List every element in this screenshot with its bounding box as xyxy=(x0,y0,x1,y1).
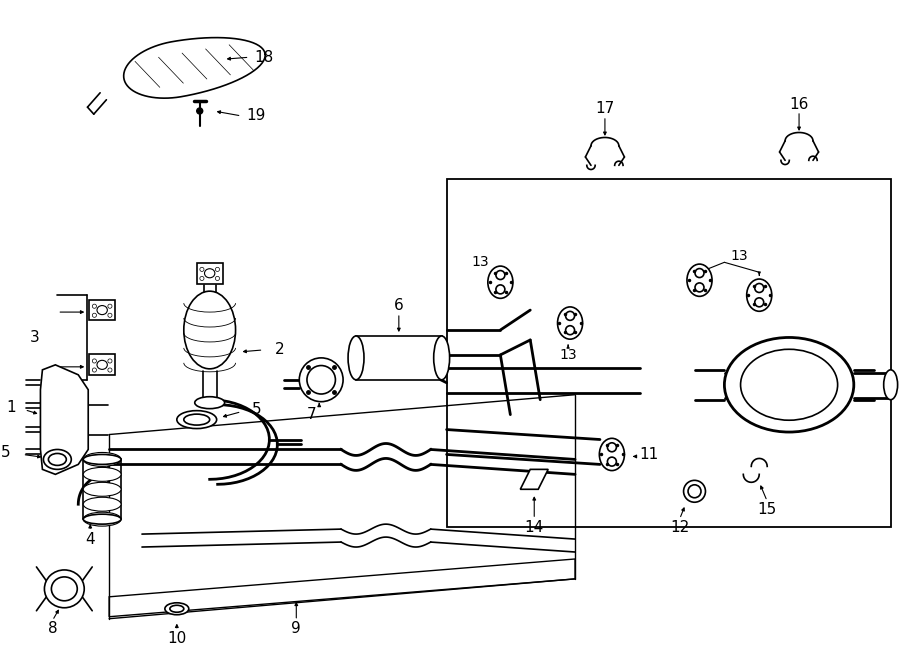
Circle shape xyxy=(755,298,764,307)
Circle shape xyxy=(755,284,764,292)
Text: 5: 5 xyxy=(1,445,11,460)
Text: 5: 5 xyxy=(252,402,261,417)
Ellipse shape xyxy=(83,497,122,511)
Ellipse shape xyxy=(83,514,122,524)
Ellipse shape xyxy=(44,570,85,607)
Ellipse shape xyxy=(51,577,77,601)
Ellipse shape xyxy=(724,338,854,432)
Bar xyxy=(356,336,442,380)
Bar xyxy=(197,263,222,284)
Circle shape xyxy=(200,276,204,280)
Text: 4: 4 xyxy=(86,531,95,547)
Text: 12: 12 xyxy=(670,520,689,535)
Ellipse shape xyxy=(741,349,838,420)
Ellipse shape xyxy=(43,449,71,469)
Text: 13: 13 xyxy=(731,249,748,263)
Ellipse shape xyxy=(49,453,67,465)
Ellipse shape xyxy=(83,467,122,481)
Polygon shape xyxy=(520,469,548,489)
Text: 16: 16 xyxy=(789,97,809,112)
Text: 8: 8 xyxy=(48,621,58,636)
Circle shape xyxy=(608,457,616,466)
Circle shape xyxy=(215,267,220,272)
Ellipse shape xyxy=(83,483,122,496)
Ellipse shape xyxy=(83,453,122,467)
Ellipse shape xyxy=(165,603,189,615)
Ellipse shape xyxy=(687,264,712,296)
Bar xyxy=(446,178,891,527)
Text: 13: 13 xyxy=(559,348,577,362)
Text: 9: 9 xyxy=(292,621,302,636)
Ellipse shape xyxy=(557,307,582,339)
Circle shape xyxy=(108,313,112,317)
Ellipse shape xyxy=(684,481,706,502)
Text: 10: 10 xyxy=(167,631,186,646)
Ellipse shape xyxy=(184,414,210,425)
Circle shape xyxy=(93,304,96,308)
Ellipse shape xyxy=(83,512,122,526)
Circle shape xyxy=(93,313,96,317)
Ellipse shape xyxy=(348,336,364,380)
Text: 15: 15 xyxy=(758,502,777,517)
Circle shape xyxy=(565,311,574,321)
Circle shape xyxy=(496,270,505,280)
Bar xyxy=(89,354,115,375)
Circle shape xyxy=(307,366,336,394)
Ellipse shape xyxy=(184,292,236,369)
Text: 3: 3 xyxy=(30,330,40,346)
Text: 11: 11 xyxy=(640,447,659,462)
Text: 19: 19 xyxy=(247,108,266,124)
Circle shape xyxy=(695,283,704,292)
Ellipse shape xyxy=(747,279,772,311)
Circle shape xyxy=(108,304,112,308)
Ellipse shape xyxy=(83,455,122,465)
Circle shape xyxy=(215,276,220,280)
Circle shape xyxy=(608,443,616,451)
Ellipse shape xyxy=(599,438,625,471)
Text: 6: 6 xyxy=(394,297,404,313)
Text: 1: 1 xyxy=(7,400,16,415)
Text: 13: 13 xyxy=(472,255,490,269)
Bar xyxy=(89,299,115,321)
Text: 2: 2 xyxy=(274,342,284,358)
Circle shape xyxy=(197,108,202,114)
Ellipse shape xyxy=(97,360,107,369)
Ellipse shape xyxy=(688,485,701,498)
Circle shape xyxy=(695,268,704,278)
Text: 18: 18 xyxy=(255,50,274,65)
Ellipse shape xyxy=(434,336,450,380)
Circle shape xyxy=(565,326,574,334)
Ellipse shape xyxy=(176,410,217,428)
Circle shape xyxy=(108,368,112,372)
Ellipse shape xyxy=(194,397,225,408)
Ellipse shape xyxy=(97,305,107,315)
Circle shape xyxy=(300,358,343,402)
Circle shape xyxy=(93,359,96,363)
Polygon shape xyxy=(40,365,88,475)
Text: 17: 17 xyxy=(595,102,615,116)
Circle shape xyxy=(200,267,204,272)
Text: 14: 14 xyxy=(525,520,544,535)
Polygon shape xyxy=(109,559,575,617)
Text: 7: 7 xyxy=(306,407,316,422)
Ellipse shape xyxy=(488,266,513,298)
Ellipse shape xyxy=(170,605,184,612)
Ellipse shape xyxy=(884,369,897,400)
Circle shape xyxy=(108,359,112,363)
Ellipse shape xyxy=(204,269,215,278)
Circle shape xyxy=(496,285,505,294)
Circle shape xyxy=(93,368,96,372)
